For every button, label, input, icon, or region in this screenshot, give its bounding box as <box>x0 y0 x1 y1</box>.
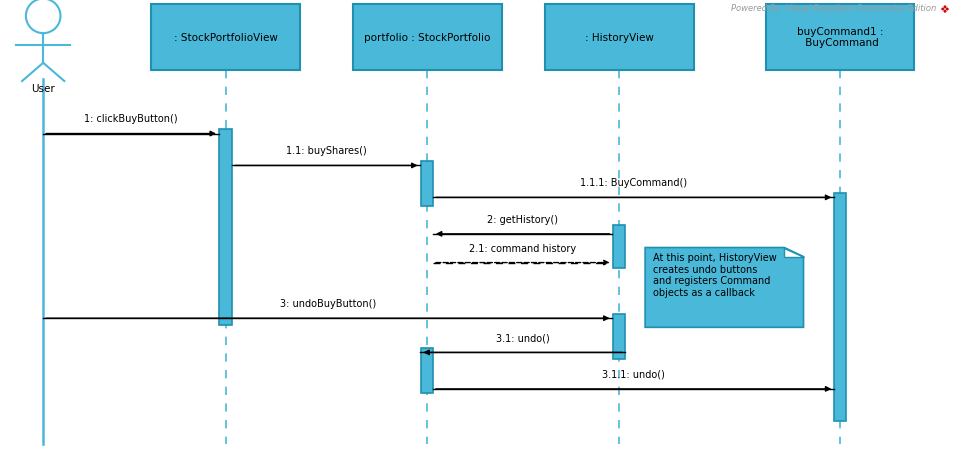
Text: 2.1: command history: 2.1: command history <box>469 243 576 253</box>
Bar <box>833 193 847 421</box>
Bar <box>613 225 626 268</box>
Text: 1.1.1: BuyCommand(): 1.1.1: BuyCommand() <box>580 178 687 188</box>
Bar <box>151 5 300 71</box>
Text: 2: getHistory(): 2: getHistory() <box>488 214 558 224</box>
Text: : StockPortfolioView: : StockPortfolioView <box>174 33 277 42</box>
Text: At this point, HistoryView
creates undo buttons
and registers Command
objects as: At this point, HistoryView creates undo … <box>653 253 777 297</box>
Text: 3.1.1: undo(): 3.1.1: undo() <box>602 369 665 379</box>
Bar <box>544 5 693 71</box>
Bar <box>353 5 501 71</box>
Polygon shape <box>645 248 804 328</box>
Text: 1: clickBuyButton(): 1: clickBuyButton() <box>84 114 178 124</box>
Text: 3.1: undo(): 3.1: undo() <box>496 333 549 343</box>
Text: : HistoryView: : HistoryView <box>585 33 654 42</box>
Bar <box>420 162 434 207</box>
Text: 3: undoBuyButton(): 3: undoBuyButton() <box>279 298 376 308</box>
Text: portfolio : StockPortfolio: portfolio : StockPortfolio <box>364 33 491 42</box>
Text: 1.1: buyShares(): 1.1: buyShares() <box>286 146 367 156</box>
Text: buyCommand1 :
 BuyCommand: buyCommand1 : BuyCommand <box>797 27 883 48</box>
Polygon shape <box>784 248 804 257</box>
Text: Powered By  Visual Paradigm Community Edition: Powered By Visual Paradigm Community Edi… <box>731 4 936 13</box>
Text: User: User <box>32 84 55 94</box>
Bar <box>613 314 626 359</box>
Bar <box>766 5 915 71</box>
Bar <box>219 130 232 325</box>
Text: ❖: ❖ <box>939 5 948 15</box>
Bar <box>420 348 434 394</box>
